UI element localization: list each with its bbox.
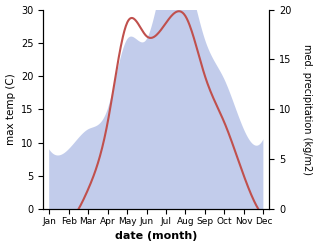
Y-axis label: max temp (C): max temp (C) (5, 74, 16, 145)
Y-axis label: med. precipitation (kg/m2): med. precipitation (kg/m2) (302, 44, 313, 175)
X-axis label: date (month): date (month) (115, 231, 197, 242)
